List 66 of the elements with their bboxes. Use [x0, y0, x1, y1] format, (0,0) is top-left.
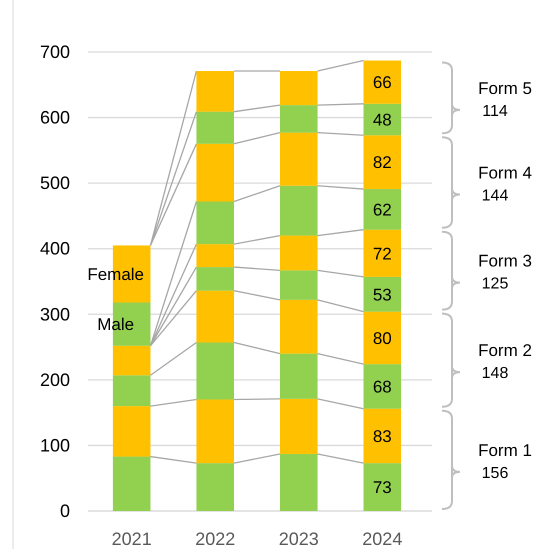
text: 125: [482, 276, 508, 293]
x-tick-label: 2022: [195, 529, 236, 549]
bar: [364, 312, 402, 364]
bar: [196, 144, 234, 202]
data-label: 83: [372, 426, 392, 446]
bar: [364, 135, 402, 190]
bar: [112, 406, 150, 457]
bar: [280, 236, 318, 270]
bar: [196, 290, 234, 342]
bar: [280, 71, 318, 106]
bar: [280, 132, 318, 186]
bar: [196, 463, 234, 511]
data-label: 53: [372, 285, 392, 304]
text: Form 4: [478, 163, 532, 182]
bar: [196, 244, 234, 268]
data-label: 62: [372, 200, 392, 220]
bar: [196, 112, 234, 144]
data-label: 73: [372, 478, 392, 498]
bar: [112, 346, 150, 376]
bar: [364, 104, 402, 136]
x-tick-label: 2021: [112, 529, 152, 549]
bar: [280, 270, 318, 300]
y-tick-label: 400: [40, 238, 70, 259]
bar: [364, 230, 402, 277]
bar: [196, 267, 234, 291]
bar: [364, 408, 402, 464]
data-label: 66: [372, 73, 392, 92]
text: Form 2: [478, 341, 532, 360]
bar: [364, 463, 402, 511]
y-tick-label: 500: [40, 173, 70, 194]
bar: [196, 400, 234, 464]
bar: [112, 456, 150, 511]
data-label: 80: [372, 328, 392, 348]
y-tick-label: 600: [40, 108, 70, 128]
bar: [196, 202, 234, 244]
bar: [112, 375, 150, 406]
y-tick-label: 0: [60, 501, 70, 521]
data-label: 82: [372, 153, 392, 172]
bar: [364, 60, 402, 104]
bar: [280, 105, 318, 133]
bar: [280, 454, 318, 511]
bar: [364, 364, 402, 409]
bar: [280, 186, 318, 236]
bar: [280, 300, 318, 354]
text: Form 3: [478, 252, 532, 271]
bar: [280, 354, 318, 399]
text: 114: [482, 102, 508, 120]
data-label: 48: [372, 110, 392, 130]
bar: [196, 342, 234, 400]
text: 148: [482, 365, 508, 382]
data-label: 72: [372, 244, 392, 264]
bar: [196, 71, 234, 112]
bar: [364, 276, 402, 312]
text: 144: [482, 187, 508, 204]
x-tick-label: 2023: [278, 529, 319, 549]
text: Form 5: [478, 78, 532, 98]
bar: [364, 189, 402, 230]
y-tick-label: 100: [40, 435, 70, 456]
y-tick-label: 700: [40, 42, 70, 62]
y-tick-label: 300: [40, 304, 70, 324]
bar: [280, 398, 318, 454]
text: 156: [482, 464, 508, 482]
text: Form 1: [478, 440, 532, 460]
y-tick-label: 200: [40, 370, 70, 390]
x-tick-label: 2024: [362, 529, 402, 549]
data-label: 68: [372, 377, 392, 396]
